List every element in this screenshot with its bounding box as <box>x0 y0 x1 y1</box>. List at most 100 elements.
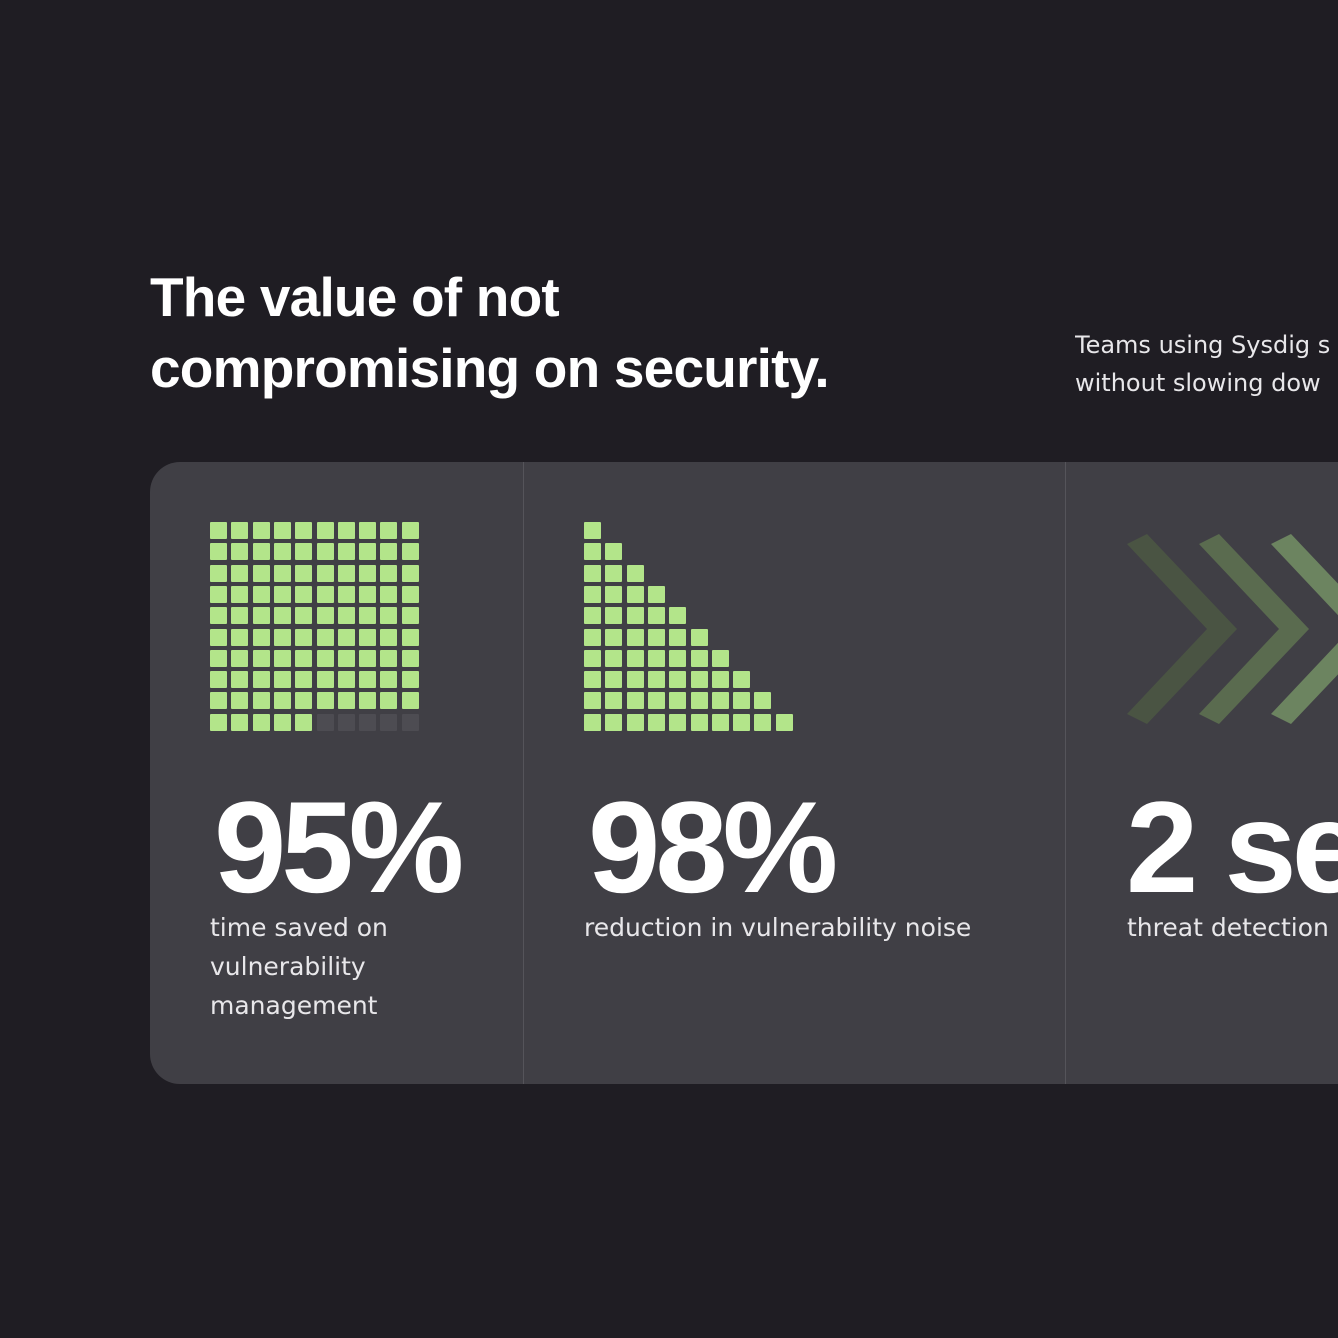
waffle-cell-filled <box>295 607 313 625</box>
waffle-cell-filled <box>273 692 291 710</box>
staircase-cell <box>711 649 729 667</box>
staircase-cell <box>690 692 708 710</box>
waffle-cell-filled <box>359 522 377 539</box>
waffle-cell-filled <box>231 628 249 646</box>
waffle-cell-filled <box>231 649 249 667</box>
waffle-cell-filled <box>337 628 355 646</box>
waffle-cell-filled <box>210 522 227 539</box>
staircase-cell <box>669 607 687 625</box>
waffle-cell-filled <box>316 692 334 710</box>
staircase-cell <box>584 585 601 603</box>
staircase-cell <box>690 649 708 667</box>
staircase-cell <box>669 628 687 646</box>
staircase-cell <box>605 543 623 561</box>
waffle-cell-filled <box>401 692 419 710</box>
waffle-cell-filled <box>295 692 313 710</box>
staircase-cell <box>733 671 751 689</box>
staircase-cell <box>605 607 623 625</box>
waffle-cell-filled <box>273 585 291 603</box>
waffle-cell-filled <box>231 713 249 731</box>
waffle-cell-filled <box>295 543 313 561</box>
intro-text: Teams using Sysdig s without slowing dow <box>1075 326 1338 402</box>
waffle-cell-filled <box>380 522 398 539</box>
stat-value-noise-reduction: 98% <box>588 774 838 920</box>
waffle-cell-empty <box>316 713 334 731</box>
chevron-arrows-icon <box>1127 534 1338 724</box>
waffle-cell-filled <box>231 522 249 539</box>
staircase-cell <box>711 671 729 689</box>
staircase-cell <box>733 692 751 710</box>
staircase-cell <box>626 713 644 731</box>
waffle-cell-filled <box>210 713 227 731</box>
waffle-cell-filled <box>359 692 377 710</box>
waffle-cell-filled <box>252 671 270 689</box>
waffle-cell-filled <box>359 543 377 561</box>
stat-value-time-saved: 95% <box>214 774 464 920</box>
waffle-cell-filled <box>231 692 249 710</box>
waffle-cell-filled <box>337 671 355 689</box>
staircase-cell <box>605 585 623 603</box>
waffle-cell-filled <box>295 671 313 689</box>
staircase-cell <box>584 522 601 539</box>
stat-label-line: time saved on <box>210 913 388 942</box>
waffle-cell-filled <box>273 649 291 667</box>
waffle-cell-filled <box>337 564 355 582</box>
waffle-cell-filled <box>273 628 291 646</box>
waffle-cell-filled <box>337 607 355 625</box>
waffle-cell-filled <box>231 564 249 582</box>
staircase-cell <box>584 649 601 667</box>
page-title: The value of not compromising on securit… <box>150 262 830 404</box>
waffle-cell-filled <box>359 585 377 603</box>
waffle-cell-filled <box>295 628 313 646</box>
staircase-cell <box>669 649 687 667</box>
staircase-cell <box>647 649 665 667</box>
waffle-cell-filled <box>337 522 355 539</box>
waffle-cell-filled <box>295 522 313 539</box>
waffle-cell-filled <box>337 543 355 561</box>
staircase-cell <box>605 692 623 710</box>
waffle-cell-filled <box>231 607 249 625</box>
staircase-cell <box>584 671 601 689</box>
staircase-cell <box>647 585 665 603</box>
waffle-cell-filled <box>210 628 227 646</box>
staircase-cell <box>605 628 623 646</box>
staircase-cell <box>626 585 644 603</box>
staircase-cell <box>669 671 687 689</box>
staircase-cell <box>605 564 623 582</box>
title-line-1: The value of not <box>150 266 560 328</box>
waffle-cell-filled <box>316 543 334 561</box>
staircase-cell <box>754 713 772 731</box>
staircase-cell <box>775 713 793 731</box>
waffle-cell-filled <box>316 628 334 646</box>
waffle-cell-filled <box>273 564 291 582</box>
staircase-cell <box>690 671 708 689</box>
waffle-cell-filled <box>401 564 419 582</box>
staircase-cell <box>733 713 751 731</box>
staircase-cell <box>754 692 772 710</box>
waffle-cell-filled <box>337 692 355 710</box>
staircase-cell <box>605 713 623 731</box>
waffle-cell-filled <box>273 543 291 561</box>
waffle-cell-filled <box>380 649 398 667</box>
staircase-grid-icon <box>584 522 794 732</box>
waffle-cell-filled <box>401 607 419 625</box>
waffle-cell-filled <box>273 522 291 539</box>
waffle-cell-filled <box>231 671 249 689</box>
staircase-cell <box>669 692 687 710</box>
stat-divider <box>1065 462 1066 1084</box>
staircase-cell <box>647 628 665 646</box>
waffle-cell-filled <box>210 649 227 667</box>
waffle-cell-filled <box>252 522 270 539</box>
waffle-cell-filled <box>380 585 398 603</box>
waffle-cell-filled <box>273 607 291 625</box>
stat-label-time-saved: time saved on vulnerability management <box>210 908 388 1025</box>
waffle-cell-filled <box>380 628 398 646</box>
waffle-cell-empty <box>337 713 355 731</box>
waffle-cell-filled <box>252 628 270 646</box>
staircase-cell <box>584 692 601 710</box>
staircase-cell <box>626 649 644 667</box>
stat-divider <box>523 462 524 1084</box>
chevron-1 <box>1127 534 1237 724</box>
waffle-cell-filled <box>316 564 334 582</box>
waffle-cell-filled <box>401 585 419 603</box>
